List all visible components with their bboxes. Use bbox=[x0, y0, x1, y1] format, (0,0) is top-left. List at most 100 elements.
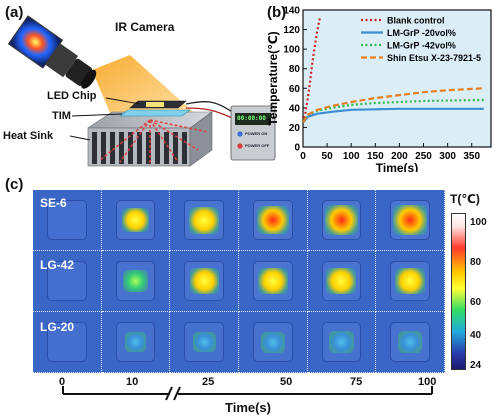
thermal-frame-se6-t0 bbox=[33, 190, 102, 251]
panel-b-label: (b) bbox=[267, 4, 287, 21]
y-tick-label: 40 bbox=[289, 103, 301, 114]
hot-spot bbox=[326, 267, 357, 295]
led-package bbox=[47, 200, 86, 240]
panel-c-label: (c) bbox=[5, 176, 24, 193]
thermal-frame-lg20-t100 bbox=[376, 312, 445, 373]
thermal-frame-lg42-t50 bbox=[239, 251, 308, 312]
time-tick-100: 100 bbox=[418, 376, 437, 388]
thermal-frame-se6-t50 bbox=[239, 190, 308, 251]
time-tick-75: 75 bbox=[350, 376, 363, 388]
power-display: 00:00:00 bbox=[237, 115, 266, 122]
time-axis bbox=[62, 386, 433, 401]
power-off-text: POWER OFF bbox=[245, 143, 270, 148]
led-chip bbox=[129, 100, 187, 109]
x-tick-label: 0 bbox=[300, 151, 306, 162]
thermal-frame-lg42-t0 bbox=[33, 251, 102, 312]
panel-a-label: (a) bbox=[5, 4, 24, 21]
series-line-1 bbox=[303, 107, 484, 124]
thermal-frame-lg42-t25 bbox=[170, 251, 239, 312]
ir-camera bbox=[7, 15, 97, 89]
series-line-0 bbox=[303, 17, 321, 123]
x-tick-label: 100 bbox=[343, 151, 360, 162]
colorbar-tick-60: 60 bbox=[470, 297, 482, 308]
x-tick-label: 350 bbox=[463, 151, 480, 162]
hot-spot bbox=[395, 267, 426, 295]
y-tick-label: 80 bbox=[289, 64, 301, 75]
time-tick-50: 50 bbox=[280, 376, 293, 388]
hot-spot bbox=[397, 331, 423, 353]
thermal-frame-lg20-t0 bbox=[33, 312, 102, 373]
hot-spot bbox=[257, 267, 288, 295]
row-label-se6: SE-6 bbox=[40, 196, 67, 210]
panel-a-illustration bbox=[7, 15, 276, 167]
led-package bbox=[47, 322, 86, 362]
panel-b-chart: 0 20 40 60 80 100 120 140 0 50 100 150 200 250 300 350 T… bbox=[266, 6, 492, 172]
colorbar-tick-80: 80 bbox=[470, 257, 482, 268]
hot-spot bbox=[188, 206, 220, 234]
tim-layer bbox=[119, 109, 191, 117]
power-supply bbox=[230, 105, 276, 161]
legend-label-3: Shin Etsu X-23-7921-5 bbox=[387, 53, 481, 63]
hot-spot bbox=[260, 331, 285, 353]
power-wire bbox=[185, 100, 233, 113]
y-tick-label: 140 bbox=[283, 6, 300, 17]
thermal-frame-lg42-t75 bbox=[307, 251, 377, 312]
axis-break bbox=[165, 386, 173, 401]
thermal-frame-lg20-t25 bbox=[170, 312, 239, 373]
led-package bbox=[47, 261, 86, 301]
series-line-3 bbox=[303, 87, 484, 124]
x-tick-label: 250 bbox=[415, 151, 432, 162]
hot-spot bbox=[124, 332, 147, 352]
colorbar-tick-100: 100 bbox=[470, 217, 487, 228]
thermal-frame-se6-t10 bbox=[101, 190, 171, 251]
time-tick-0: 0 bbox=[59, 376, 66, 388]
time-axis-label: Time(s) bbox=[225, 400, 271, 415]
ir-camera-label: IR Camera bbox=[115, 20, 175, 34]
hot-spot bbox=[393, 205, 428, 235]
row-label-lg20: LG-20 bbox=[40, 320, 75, 334]
legend-label-2: LM-GrP -42vol% bbox=[387, 41, 456, 51]
power-on-text: POWER ON bbox=[245, 131, 268, 136]
led-chip-label: LED Chip bbox=[47, 90, 97, 102]
y-axis-label: Temperature(℃) bbox=[266, 31, 280, 125]
x-tick-label: 50 bbox=[322, 151, 334, 162]
tim-label: TIM bbox=[52, 110, 71, 122]
thermal-frame-se6-t100 bbox=[376, 190, 445, 251]
colorbar-title: T(℃) bbox=[450, 192, 480, 206]
thermal-frame-lg42-t10 bbox=[101, 251, 171, 312]
colorbar-tick-40: 40 bbox=[470, 330, 482, 341]
thermal-frame-se6-t75 bbox=[307, 190, 377, 251]
thermal-frame-se6-t25 bbox=[170, 190, 239, 251]
time-tick-25: 25 bbox=[202, 376, 215, 388]
hot-spot bbox=[324, 205, 359, 235]
x-tick-label: 300 bbox=[439, 151, 456, 162]
legend-label-1: LM-GrP -20vol% bbox=[387, 28, 456, 38]
time-tick-10: 10 bbox=[126, 376, 139, 388]
x-tick-label: 200 bbox=[391, 151, 408, 162]
y-tick-label: 60 bbox=[289, 84, 301, 95]
legend-label-0: Blank control bbox=[387, 16, 445, 26]
thermal-image-grid bbox=[33, 190, 445, 373]
plot-area bbox=[302, 9, 492, 148]
row-label-lg42: LG-42 bbox=[40, 258, 75, 272]
hot-spot bbox=[256, 205, 290, 235]
thermal-frame-lg20-t75 bbox=[307, 312, 377, 373]
thermal-frame-lg20-t50 bbox=[239, 312, 308, 373]
x-tick-label: 150 bbox=[367, 151, 384, 162]
colorbar-tick-24: 24 bbox=[470, 360, 482, 371]
hot-spot bbox=[189, 268, 219, 294]
hot-spot bbox=[192, 331, 216, 353]
colorbar bbox=[451, 213, 466, 370]
y-tick-label: 20 bbox=[289, 123, 301, 134]
thermal-frame-lg42-t100 bbox=[376, 251, 445, 312]
heat-sink bbox=[87, 111, 213, 167]
y-tick-label: 120 bbox=[283, 25, 300, 36]
y-tick-label: 100 bbox=[283, 45, 300, 56]
hot-spot bbox=[121, 207, 150, 233]
thermal-frame-lg20-t10 bbox=[101, 312, 171, 373]
hot-spot bbox=[122, 269, 148, 293]
x-axis-label: Time(s) bbox=[376, 161, 418, 172]
heat-sink-label: Heat Sink bbox=[3, 130, 54, 142]
hot-spot bbox=[329, 331, 354, 353]
y-tick-label: 0 bbox=[294, 143, 300, 154]
